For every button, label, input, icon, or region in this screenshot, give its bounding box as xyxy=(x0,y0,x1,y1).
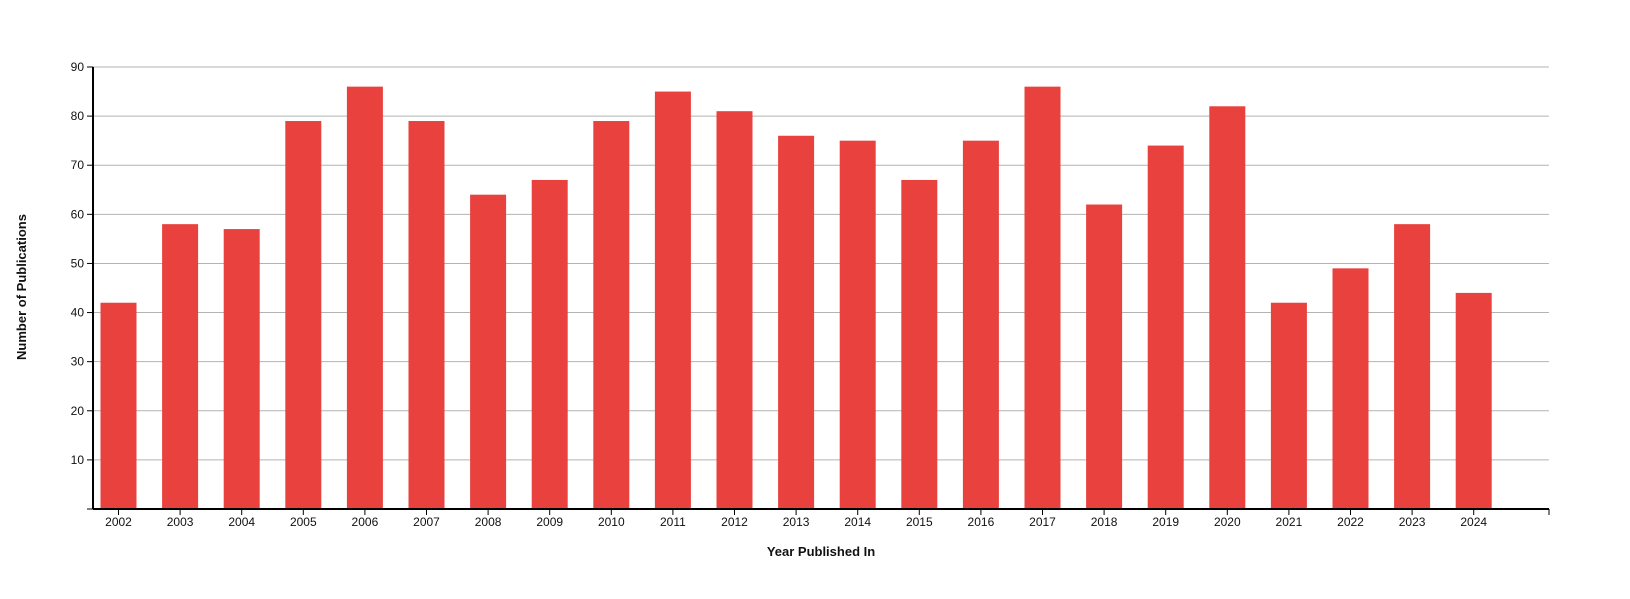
x-tick-label: 2007 xyxy=(413,515,440,529)
x-tick-label: 2023 xyxy=(1399,515,1426,529)
x-tick-label: 2024 xyxy=(1460,515,1487,529)
bar-2014 xyxy=(839,140,876,509)
y-tick-label: 90 xyxy=(71,60,85,74)
x-tick-label: 2021 xyxy=(1276,515,1303,529)
gridlines xyxy=(93,66,1549,461)
x-tick-label: 2018 xyxy=(1091,515,1118,529)
bar-2017 xyxy=(1024,86,1061,510)
bar-2021 xyxy=(1270,302,1307,509)
bar-2012 xyxy=(716,111,753,509)
x-tick-label: 2004 xyxy=(228,515,255,529)
axes xyxy=(92,67,1550,515)
bar-2019 xyxy=(1147,145,1184,510)
y-axis-ticks: 10 20 30 40 50 60 70 80 90 xyxy=(71,60,93,510)
bar-2002 xyxy=(100,302,137,509)
y-tick-label: 70 xyxy=(71,158,85,172)
x-tick-label: 2008 xyxy=(475,515,502,529)
x-tick-label: 2015 xyxy=(906,515,933,529)
x-tick-label: 2017 xyxy=(1029,515,1056,529)
x-tick-label: 2011 xyxy=(660,515,686,529)
x-tick-label: 2020 xyxy=(1214,515,1241,529)
bar-2024 xyxy=(1455,292,1492,509)
x-tick-label: 2009 xyxy=(536,515,563,529)
y-tick-label: 60 xyxy=(71,207,85,221)
x-tick-label: 2016 xyxy=(968,515,995,529)
bar-2003 xyxy=(162,224,199,509)
bar-2011 xyxy=(654,91,691,510)
x-tick-label: 2013 xyxy=(783,515,810,529)
bar-2005 xyxy=(285,121,322,510)
bar-2009 xyxy=(531,179,568,509)
bar-2008 xyxy=(470,194,507,509)
bar-2018 xyxy=(1086,204,1123,509)
bar-2023 xyxy=(1394,224,1431,509)
bar-2022 xyxy=(1332,268,1369,509)
y-tick-label: 30 xyxy=(71,355,85,369)
x-tick-label: 2006 xyxy=(352,515,379,529)
bar-2020 xyxy=(1209,106,1246,510)
bar-2013 xyxy=(778,135,815,509)
y-tick-label: 40 xyxy=(71,306,85,320)
x-tick-label: 2019 xyxy=(1152,515,1179,529)
x-tick-label: 2022 xyxy=(1337,515,1364,529)
x-axis-ticks: 2002 2003 2004 2005 2006 2007 2008 2009 2010 2011… xyxy=(105,509,1487,529)
bar-2004 xyxy=(223,229,260,510)
x-tick-label: 2005 xyxy=(290,515,317,529)
bar-2010 xyxy=(593,121,630,510)
x-tick-label: 2003 xyxy=(167,515,194,529)
bar-2006 xyxy=(346,86,383,510)
y-tick-label: 10 xyxy=(71,453,85,467)
x-tick-label: 2012 xyxy=(721,515,748,529)
bar-2007 xyxy=(408,121,445,510)
y-axis-title: Number of Publications xyxy=(14,214,29,360)
y-tick-label: 20 xyxy=(71,404,85,418)
y-tick-label: 50 xyxy=(71,256,85,270)
x-tick-label: 2014 xyxy=(844,515,871,529)
x-tick-label: 2010 xyxy=(598,515,625,529)
bar-2015 xyxy=(901,179,938,509)
x-tick-label: 2002 xyxy=(105,515,132,529)
x-axis-title: Year Published In xyxy=(767,544,875,559)
y-tick-label: 80 xyxy=(71,109,85,123)
bar-2016 xyxy=(962,140,999,509)
bars xyxy=(100,86,1492,510)
